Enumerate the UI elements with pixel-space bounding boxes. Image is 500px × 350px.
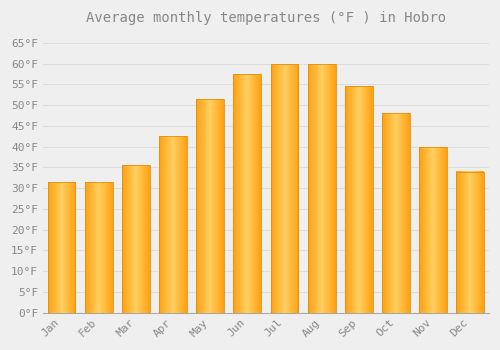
Bar — [345, 86, 373, 313]
Bar — [122, 165, 150, 313]
Bar — [270, 64, 298, 313]
Bar — [382, 113, 410, 313]
Bar — [48, 182, 76, 313]
Bar — [85, 182, 112, 313]
Bar — [419, 147, 447, 313]
Bar — [308, 64, 336, 313]
Bar — [196, 99, 224, 313]
Bar — [159, 136, 187, 313]
Title: Average monthly temperatures (°F ) in Hobro: Average monthly temperatures (°F ) in Ho… — [86, 11, 446, 25]
Bar — [234, 74, 262, 313]
Bar — [456, 172, 484, 313]
